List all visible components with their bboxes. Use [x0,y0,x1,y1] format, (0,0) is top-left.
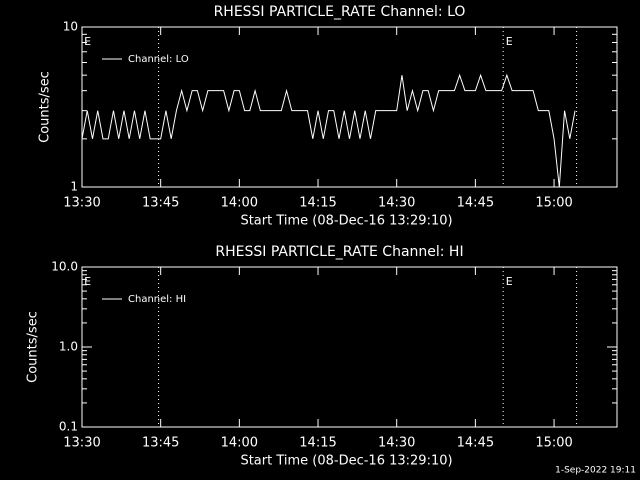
x-tick-label: 14:30 [378,436,415,451]
x-axis-label: Start Time (08-Dec-16 13:29:10) [240,214,452,229]
x-tick-label: 15:00 [535,196,572,211]
data-line [81,73,576,188]
y-axis-label: Counts/sec [26,311,41,383]
annotation: E [506,275,513,288]
x-axis-label: Start Time (08-Dec-16 13:29:10) [240,454,452,469]
x-tick-label: 14:00 [221,436,258,451]
x-tick-label: 14:30 [378,196,415,211]
annotation: E [84,275,91,288]
x-tick-label: 14:00 [221,196,258,211]
x-tick-label: 14:45 [457,436,494,451]
annotation: E [506,35,513,48]
x-tick-label: 14:15 [299,436,336,451]
x-tick-label: 13:30 [63,436,100,451]
chart-title: RHESSI PARTICLE_RATE Channel: LO [214,4,466,20]
y-tick-label: 0.1 [59,420,78,434]
y-tick-label: 1 [70,180,78,194]
y-axis-label: Counts/sec [38,71,53,143]
y-tick-label: 10 [63,20,78,34]
annotation: E [84,35,91,48]
chart-title: RHESSI PARTICLE_RATE Channel: HI [215,244,463,260]
plot-frame [81,266,618,428]
plot-frame [81,26,618,188]
x-tick-label: 14:15 [299,196,336,211]
x-tick-label: 15:00 [535,436,572,451]
x-tick-label: 13:45 [142,196,179,211]
legend-label: Channel: HI [128,294,186,305]
x-tick-label: 13:30 [63,196,100,211]
x-tick-label: 13:45 [142,436,179,451]
y-tick-label: 1.0 [59,340,78,354]
footer: 1-Sep-2022 19:11 [555,466,636,476]
y-tick-label: 10.0 [51,260,78,274]
legend-label: Channel: LO [128,54,189,65]
x-tick-label: 14:45 [457,196,494,211]
